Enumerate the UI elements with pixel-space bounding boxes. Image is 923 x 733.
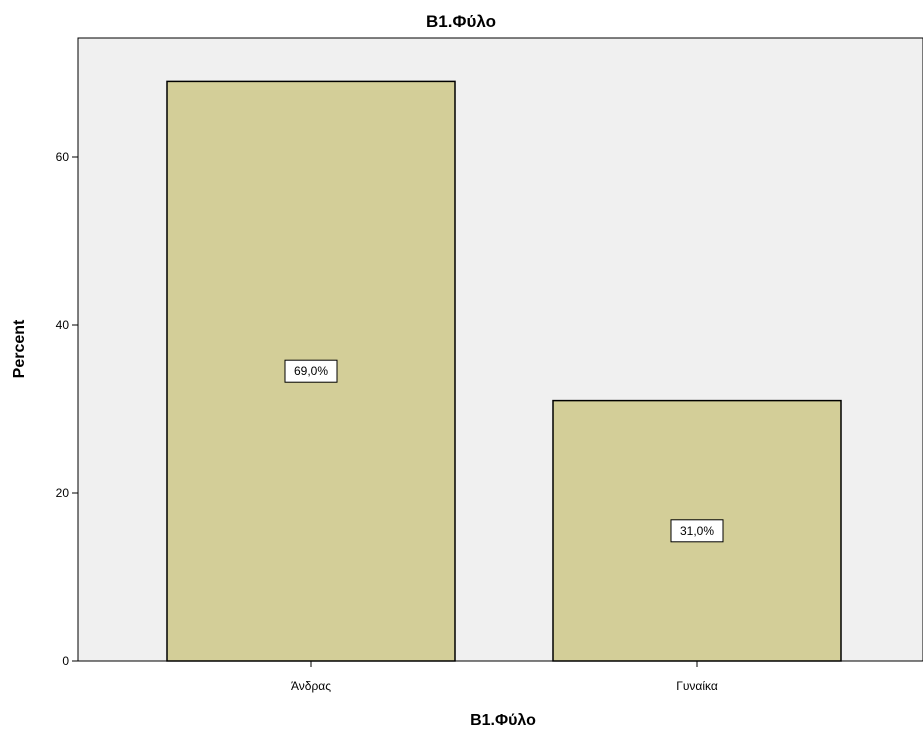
data-label-box bbox=[670, 519, 724, 543]
y-axis-ticks: 0 20 40 60 bbox=[56, 150, 78, 668]
x-axis-ticks: Άνδρας Γυναίκα bbox=[291, 661, 718, 693]
y-tick-label: 0 bbox=[62, 654, 69, 668]
data-labels: 69,0% 31,0% bbox=[284, 359, 724, 543]
data-label: 31,0% bbox=[680, 524, 714, 538]
y-tick-label: 60 bbox=[56, 150, 70, 164]
bar bbox=[552, 399, 842, 662]
x-tick-label: Άνδρας bbox=[291, 679, 331, 693]
chart-title: B1.Φύλο bbox=[426, 12, 496, 31]
y-tick-label: 40 bbox=[56, 318, 70, 332]
data-label: 69,0% bbox=[294, 364, 328, 378]
data-label-box bbox=[284, 359, 338, 383]
x-axis-title: B1.Φύλο bbox=[470, 712, 536, 729]
y-axis-title: Percent bbox=[11, 319, 28, 378]
bars bbox=[166, 80, 842, 662]
y-tick-label: 20 bbox=[56, 486, 70, 500]
x-tick-label: Γυναίκα bbox=[676, 679, 718, 693]
